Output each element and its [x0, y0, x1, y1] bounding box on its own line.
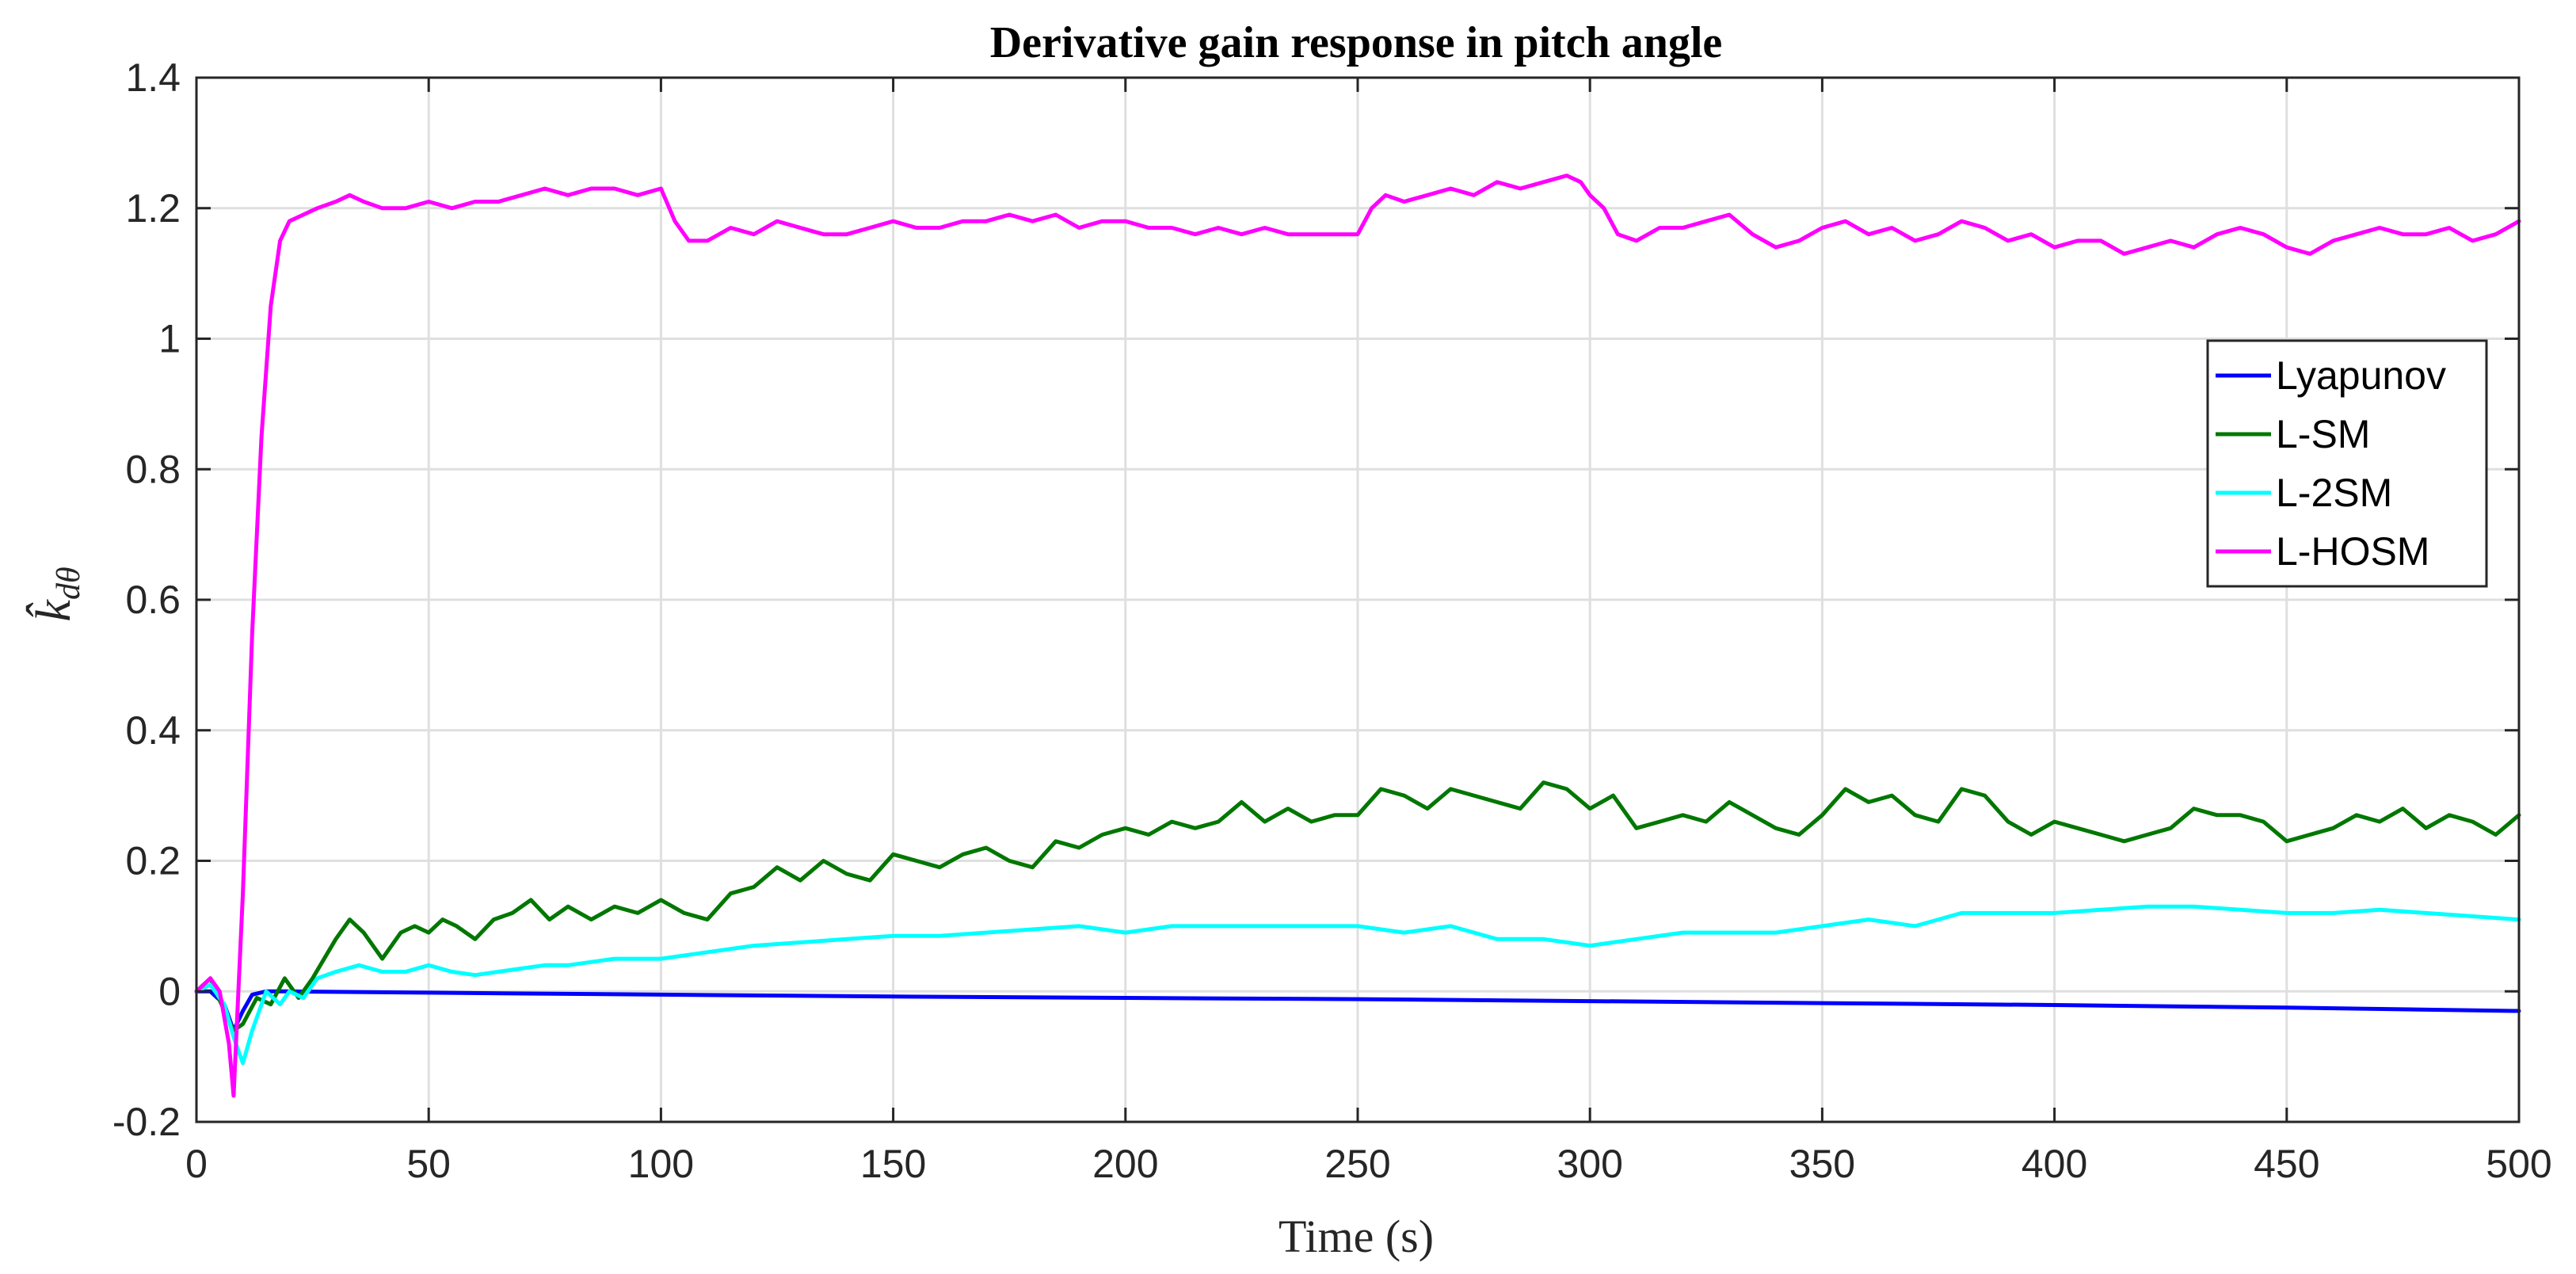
- series-line-l-2sm: [194, 904, 2521, 1066]
- legend-label: Lyapunov: [2276, 353, 2446, 398]
- x-tick-label: 500: [2486, 1142, 2551, 1186]
- x-tick-label: 450: [2254, 1142, 2319, 1186]
- legend-label: L-SM: [2276, 412, 2370, 456]
- x-tick-label: 150: [860, 1142, 926, 1186]
- x-tick-label: 100: [628, 1142, 694, 1186]
- y-axis-label-main: k̂: [26, 599, 81, 622]
- y-tick-label: 0.4: [125, 708, 181, 753]
- legend-label: L-2SM: [2276, 471, 2392, 515]
- x-axis-label: Time (s): [1278, 1211, 1434, 1262]
- y-tick-label: -0.2: [112, 1100, 181, 1144]
- x-tick-label: 0: [185, 1142, 208, 1186]
- x-tick-label: 350: [1789, 1142, 1855, 1186]
- y-tick-label: 0: [158, 969, 181, 1013]
- y-axis-label-sub: dθ: [51, 566, 87, 600]
- y-tick-label: 1.2: [125, 186, 181, 231]
- y-tick-label: 0.8: [125, 447, 181, 491]
- y-tick-label: 0.2: [125, 839, 181, 883]
- series-line-l-hosm: [194, 174, 2521, 1098]
- y-axis-label: k̂dθ: [26, 566, 87, 621]
- legend-label: L-HOSM: [2276, 529, 2429, 574]
- legend-box: [2206, 339, 2488, 588]
- x-tick-label: 200: [1092, 1142, 1158, 1186]
- series-line-l-sm: [194, 780, 2521, 1033]
- y-tick-label: 1.4: [125, 55, 181, 100]
- x-tick-label: 400: [2022, 1142, 2087, 1186]
- svg-text:k̂dθ: k̂dθ: [26, 566, 87, 621]
- chart-title: Derivative gain response in pitch angle: [990, 18, 1723, 67]
- x-tick-label: 50: [406, 1142, 451, 1186]
- legend: Lyapunov L-SM L-2SM L-HOSM: [2206, 339, 2488, 588]
- x-tick-label: 250: [1324, 1142, 1390, 1186]
- plot-layer: [194, 174, 2521, 1098]
- tick-layer: 0 50 100 150 200 250 300 350 400 450 500-0.200.20.…: [112, 55, 2552, 1186]
- y-tick-label: 0.6: [125, 578, 181, 622]
- y-tick-label: 1: [158, 317, 181, 361]
- x-tick-label: 300: [1557, 1142, 1622, 1186]
